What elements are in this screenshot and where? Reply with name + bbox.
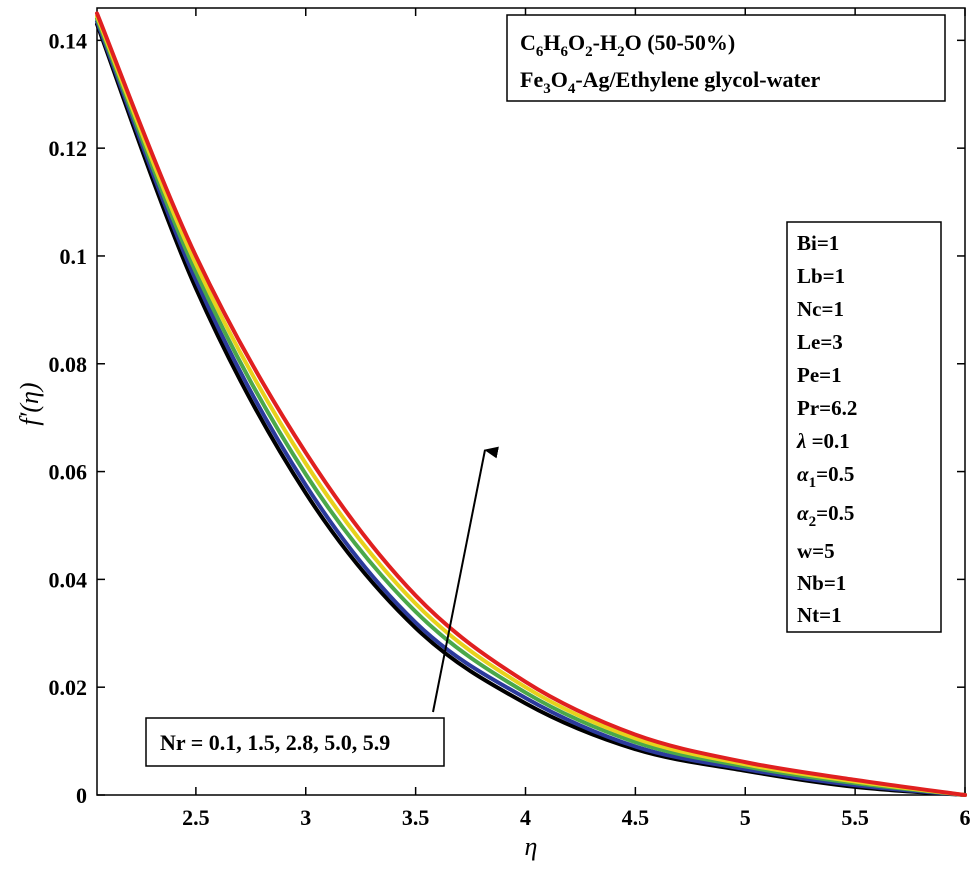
param-pr: Pr=6.2 bbox=[797, 396, 857, 420]
series-line-2 bbox=[95, 19, 967, 797]
plot-frame bbox=[96, 7, 966, 796]
param-pe: Pe=1 bbox=[797, 363, 842, 387]
y-tick-label: 0.06 bbox=[49, 460, 88, 485]
y-tick-label: 0.02 bbox=[49, 675, 88, 700]
fluid-legend-box bbox=[506, 14, 946, 102]
fluid-legend-line2: Fe3O4-Ag/Ethylene glycol-water bbox=[520, 67, 821, 97]
x-tick-label: 5 bbox=[740, 805, 751, 830]
y-tick-label: 0.04 bbox=[49, 567, 88, 592]
annotation-box bbox=[145, 717, 445, 767]
x-tick-label: 5.5 bbox=[841, 805, 869, 830]
x-axis-label: η bbox=[525, 832, 538, 861]
param-alpha2: α2=0.5 bbox=[797, 501, 854, 530]
series-group bbox=[95, 11, 967, 797]
param-le: Le=3 bbox=[797, 330, 843, 354]
param-nt: Nt=1 bbox=[797, 603, 842, 627]
series-line-5 bbox=[95, 11, 967, 797]
param-nb: Nb=1 bbox=[797, 571, 846, 595]
param-nc: Nc=1 bbox=[797, 297, 844, 321]
param-bi: Bi=1 bbox=[797, 231, 839, 255]
x-tick-label: 2.5 bbox=[182, 805, 210, 830]
x-tick-label: 6 bbox=[960, 805, 971, 830]
param-alpha1: α1=0.5 bbox=[797, 462, 854, 491]
x-tick-label: 3.5 bbox=[402, 805, 430, 830]
x-tick-label: 4.5 bbox=[622, 805, 650, 830]
y-axis-label: f′(η) bbox=[15, 382, 44, 425]
y-tick-label: 0.12 bbox=[49, 136, 88, 161]
param-w: w=5 bbox=[797, 539, 835, 563]
increase-arrow bbox=[432, 446, 499, 713]
y-tick-label: 0.08 bbox=[49, 352, 88, 377]
y-tick-label: 0.14 bbox=[49, 28, 88, 53]
x-tick-label: 3 bbox=[300, 805, 311, 830]
fluid-legend-line1: C6H6O2-H2O (50-50%) bbox=[520, 30, 735, 60]
y-tick-label: 0.1 bbox=[60, 244, 88, 269]
y-tick-label: 0 bbox=[76, 783, 87, 808]
nr-annotation: Nr = 0.1, 1.5, 2.8, 5.0, 5.9 bbox=[160, 730, 390, 755]
param-lb: Lb=1 bbox=[797, 264, 845, 288]
axis-tick-labels: 2.5 3 3.5 4 4.5 5 5.5 6 0 0.02 0.04 0.06 0.08 0.1 0.12… bbox=[49, 28, 971, 830]
x-tick-label: 4 bbox=[520, 805, 531, 830]
param-lambda: λ =0.1 bbox=[796, 429, 850, 453]
parameter-box bbox=[786, 221, 942, 633]
